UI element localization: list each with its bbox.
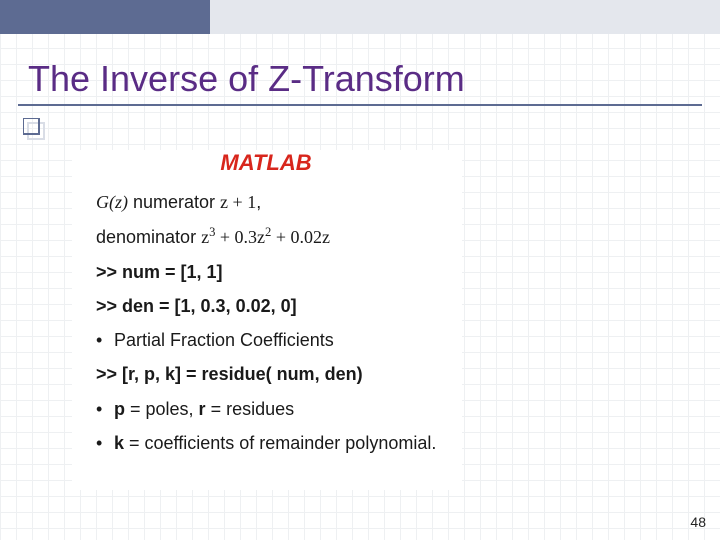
cmd-den: >> den = [1, 0.3, 0.02, 0] — [96, 294, 656, 318]
decorative-squares-icon — [23, 118, 49, 144]
denominator-word: denominator — [96, 227, 201, 247]
denominator-expr: z3 + 0.3z2 + 0.02z — [201, 227, 330, 247]
content-block: MATLAB G(z) numerator z + 1, denominator… — [96, 150, 656, 465]
gz-symbol: G(z) — [96, 192, 128, 212]
page-number: 48 — [690, 514, 706, 530]
bullet-dot-icon: • — [96, 397, 114, 421]
numerator-word: numerator — [128, 192, 220, 212]
bullet-pr-row: • p = poles, r = residues — [96, 397, 656, 421]
bullet-pr-text: p = poles, r = residues — [114, 397, 294, 421]
bullet-k-row: • k = coefficients of remainder polynomi… — [96, 431, 656, 455]
cmd-residue: >> [r, p, k] = residue( num, den) — [96, 362, 656, 386]
top-bar — [0, 0, 720, 34]
top-bar-light-segment — [210, 0, 720, 34]
denominator-line: denominator z3 + 0.3z2 + 0.02z — [96, 224, 656, 249]
bullet-pfc-row: • Partial Fraction Coefficients — [96, 328, 656, 352]
matlab-heading: MATLAB — [96, 150, 436, 176]
bullet-pfc-text: Partial Fraction Coefficients — [114, 328, 334, 352]
cmd-num: >> num = [1, 1] — [96, 260, 656, 284]
bullet-dot-icon: • — [96, 431, 114, 455]
bullet-k-text: k = coefficients of remainder polynomial… — [114, 431, 436, 455]
bullet-dot-icon: • — [96, 328, 114, 352]
numerator-expr: z + 1 — [220, 192, 256, 212]
title-underline — [18, 104, 702, 106]
gz-numerator-line: G(z) numerator z + 1, — [96, 190, 656, 214]
numerator-comma: , — [256, 192, 261, 212]
top-bar-dark-segment — [0, 0, 210, 34]
slide-title: The Inverse of Z-Transform — [28, 58, 465, 100]
